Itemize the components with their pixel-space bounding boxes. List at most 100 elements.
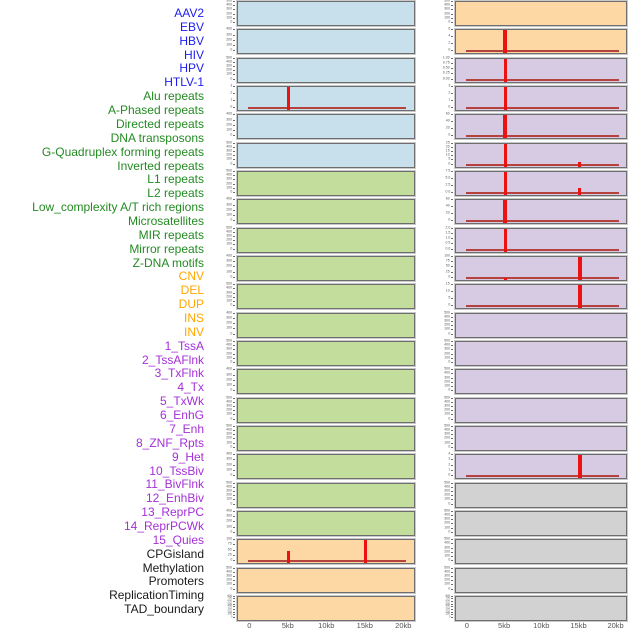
y-axis: 0 100 200 300 400 500: [423, 339, 453, 368]
signal-baseline: [465, 78, 619, 81]
y-tick-label: 0: [230, 586, 232, 591]
y-tick-mark: [451, 499, 453, 501]
y-tick-mark: [233, 317, 235, 319]
y-axis: 0 100 200 300 400 500: [205, 339, 235, 368]
track-label: MIR repeats: [138, 227, 204, 242]
y-tick-label: 500: [444, 0, 450, 3]
track-label: DEL: [180, 283, 204, 298]
y-tick-mark: [451, 551, 453, 553]
y-tick-mark: [233, 588, 235, 590]
plot-box: [454, 396, 628, 424]
y-tick-label: 300: [226, 202, 232, 207]
y-axis: 0 100 200 300 400 500: [205, 424, 235, 453]
x-tick-label: 5kb: [498, 621, 511, 630]
y-tick-mark: [233, 438, 235, 440]
y-tick-label: 0: [230, 218, 232, 223]
y-tick-label: 0: [230, 76, 232, 81]
y-tick-mark: [451, 598, 453, 600]
y-tick-mark: [451, 390, 453, 392]
plot-box: [236, 396, 416, 424]
y-tick-mark: [233, 66, 235, 68]
y-tick-mark: [233, 288, 235, 290]
y-tick-label: 500: [444, 424, 450, 428]
y-axis: 0 100 200 300 400: [205, 509, 235, 538]
y-tick-mark: [233, 580, 235, 582]
y-tick-mark: [233, 57, 235, 59]
y-tick-mark: [233, 595, 235, 597]
y-tick-mark: [233, 119, 235, 121]
track-label: ReplicationTiming: [109, 588, 204, 603]
y-tick-mark: [451, 121, 453, 123]
signal-baseline: [465, 106, 619, 109]
y-tick-label: 2.5: [445, 183, 450, 187]
y-tick-label: 200: [444, 578, 450, 582]
track-label: Promoters: [148, 574, 204, 589]
y-tick-mark: [233, 284, 235, 286]
y-tick-mark: [451, 13, 453, 15]
y-tick-mark: [233, 490, 235, 492]
y-tick-mark: [451, 57, 453, 59]
y-tick-mark: [451, 464, 453, 466]
y-tick-label: 0: [230, 416, 232, 421]
y-tick-mark: [233, 526, 235, 528]
y-tick-label: 0: [448, 331, 450, 336]
y-tick-label: 400: [226, 400, 232, 404]
y-tick-mark: [451, 475, 453, 477]
y-tick-mark: [451, 206, 453, 208]
y-tick-mark: [233, 357, 235, 359]
y-tick-label: 400: [226, 343, 232, 347]
y-tick-mark: [233, 410, 235, 412]
y-tick-mark: [451, 184, 453, 186]
y-axis: 0 1 2 3: [205, 84, 235, 113]
y-tick-mark: [451, 85, 453, 87]
y-tick-mark: [233, 369, 235, 371]
y-tick-mark: [451, 276, 453, 278]
y-tick-mark: [233, 469, 235, 471]
y-tick-label: 400: [444, 541, 450, 546]
y-tick-label: 300: [227, 607, 232, 611]
y-tick-mark: [451, 357, 453, 359]
y-tick-mark: [451, 333, 453, 335]
y-tick-mark: [451, 92, 453, 94]
y-tick-label: 400: [226, 197, 232, 202]
track-label: L2 repeats: [147, 186, 204, 201]
track-label: 7_Enh: [169, 421, 204, 436]
y-tick-mark: [233, 539, 235, 541]
y-tick-label: 0: [230, 105, 232, 109]
y-tick-mark: [451, 588, 453, 590]
y-tick-label: 0: [230, 445, 232, 449]
y-tick-label: 400: [227, 605, 232, 608]
y-tick-mark: [233, 1, 235, 2]
y-tick-label: 200: [226, 11, 232, 16]
y-tick-label: 200: [226, 181, 232, 186]
y-tick-label: 0: [448, 360, 450, 364]
signal-baseline: [465, 50, 619, 53]
y-tick-label: 15: [446, 282, 450, 287]
track-label: Methylation: [142, 560, 204, 575]
y-tick-mark: [451, 329, 453, 331]
plot-box: [236, 113, 416, 141]
y-tick-mark: [233, 159, 235, 161]
y-tick-label: 400: [226, 509, 232, 513]
y-tick-mark: [233, 349, 235, 351]
y-tick-label: 400: [226, 286, 232, 291]
plot-box: [236, 509, 416, 537]
y-tick-mark: [451, 414, 453, 416]
y-tick-label: 0.5: [445, 241, 450, 246]
y-tick-mark: [451, 17, 453, 19]
y-tick-label: 400: [444, 484, 450, 489]
y-tick-label: 800: [227, 594, 232, 598]
plot-box: [454, 198, 628, 226]
y-tick-mark: [233, 616, 235, 618]
y-tick-mark: [233, 459, 235, 461]
y-tick-mark: [233, 183, 235, 185]
y-tick-label: 400: [226, 27, 232, 32]
y-tick-label: 200: [226, 38, 232, 42]
plot-box: [236, 538, 416, 566]
y-tick-label: 0: [230, 48, 232, 53]
y-tick-label: 300: [226, 316, 232, 320]
y-tick-label: 100: [226, 242, 232, 247]
y-tick-mark: [451, 62, 453, 64]
y-axis: 0 100 200 300 400 500: [423, 566, 453, 595]
